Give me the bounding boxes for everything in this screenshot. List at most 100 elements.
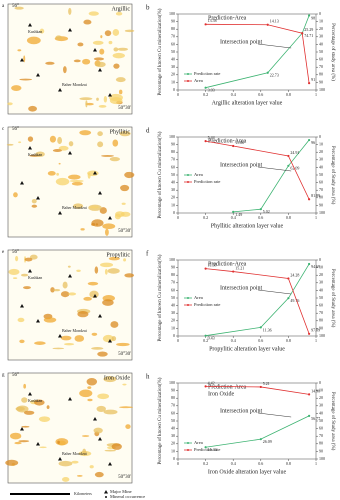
data-label: 98 [311,15,315,20]
alteration-patch [97,351,108,357]
alteration-patch [123,258,127,262]
alteration-patch [38,416,51,422]
annotation-arrow [257,166,292,172]
alteration-patch [71,460,79,464]
data-label: 14.98 [311,388,320,393]
annotation: Intersection point [220,162,262,168]
alteration-patch [29,254,38,260]
data-point [308,198,311,201]
y2-tick-label: 90 [319,202,323,207]
mine-symbol [68,274,72,278]
alteration-patch [56,172,59,176]
panel-letter: b [146,4,150,12]
y2-tick-label: 0 [319,380,321,385]
place-label: Kushkan [28,398,42,403]
place-label: Kushkan [28,29,42,34]
x-tick-label: 0.4 [231,215,236,220]
mine-symbol [36,319,40,323]
alteration-patch [124,273,135,278]
y2-tick-label: 80 [319,72,323,77]
alteration-patch [87,386,92,389]
alteration-patch [109,93,123,102]
alteration-patch [125,424,131,429]
data-label: 15.21 [235,265,244,270]
data-label: 15.43 [208,447,217,452]
y2-tick-label: 100 [319,87,325,92]
data-point [204,23,207,26]
alteration-patch [58,460,73,467]
mine-symbol [58,88,62,92]
y-tick-label: 20 [171,195,175,200]
mine-symbol [28,146,32,150]
alteration-patch [71,181,83,186]
alteration-patch [57,440,60,444]
map-panel-letter: e [2,250,5,255]
alteration-patch [108,40,113,45]
mine-symbol [108,462,112,466]
x-tick-label: 0.8 [286,461,291,466]
x-tick-label: 0.6 [258,215,263,220]
legend-mine: Major Mine [110,489,132,494]
y2-tick-label: 40 [319,164,323,169]
map-panel-letter: a [2,4,5,9]
y-tick-label: 100 [169,380,175,385]
alteration-patch [58,162,61,165]
legend-label: Prediction rate [194,179,220,184]
alteration-patch [117,47,128,51]
alteration-patch [97,141,104,148]
alteration-patch [83,19,92,25]
data-label: 3.03 [208,88,215,93]
data-point [287,277,290,280]
y-tick-label: 10 [171,79,175,84]
y-tick-label: 100 [169,11,175,16]
alteration-patch [104,268,108,275]
alteration-patch [68,141,74,147]
y2-tick-label: 90 [319,325,323,330]
alteration-patch [79,389,93,398]
y2-axis-label: Percentage of study area (%) [330,23,335,81]
data-point [308,82,311,85]
data-label: 56.77 [311,416,320,421]
data-label: 94.69 [311,264,320,269]
alteration-patch [39,446,47,449]
place-label: Kushkan [28,152,42,157]
y-tick-label: 30 [171,433,175,438]
mine-symbol [93,417,97,421]
alteration-patch [121,202,126,205]
alteration-patch [68,7,72,15]
alteration-patch [87,398,93,402]
y-tick-label: 60 [171,164,175,169]
alteration-patch [55,35,62,40]
alteration-patch [53,288,61,292]
legend-marker [187,174,189,176]
data-point [308,138,311,142]
alteration-patch [34,341,46,345]
x-tick-label: 0.4 [231,461,236,466]
legend-label: Area [194,440,203,445]
y2-tick-label: 70 [319,433,323,438]
alteration-patch [9,432,22,440]
data-point [308,14,311,17]
alteration-patch [77,42,84,47]
data-point [204,385,207,388]
alteration-patch [17,317,25,323]
y2-tick-label: 10 [319,388,323,393]
alteration-patch [114,213,121,220]
alteration-patch [19,339,25,344]
alteration-patch [124,29,135,33]
legend-marker [187,442,189,444]
panel-letter: f [146,250,149,258]
data-label: 81.89 [311,193,320,198]
data-point [308,262,311,266]
y-tick-label: 60 [171,41,175,46]
y2-tick-label: 70 [319,310,323,315]
alteration-patch [112,52,125,59]
alteration-patch [23,286,31,290]
y2-tick-label: 30 [319,157,323,162]
y-tick-label: 60 [171,287,175,292]
y2-axis-label: Percentage of Study area (%) [330,269,335,328]
data-label: 13.58 [208,18,217,23]
alteration-patch [107,268,120,274]
y-tick-label: 70 [171,403,175,408]
alteration-patch [93,57,105,61]
